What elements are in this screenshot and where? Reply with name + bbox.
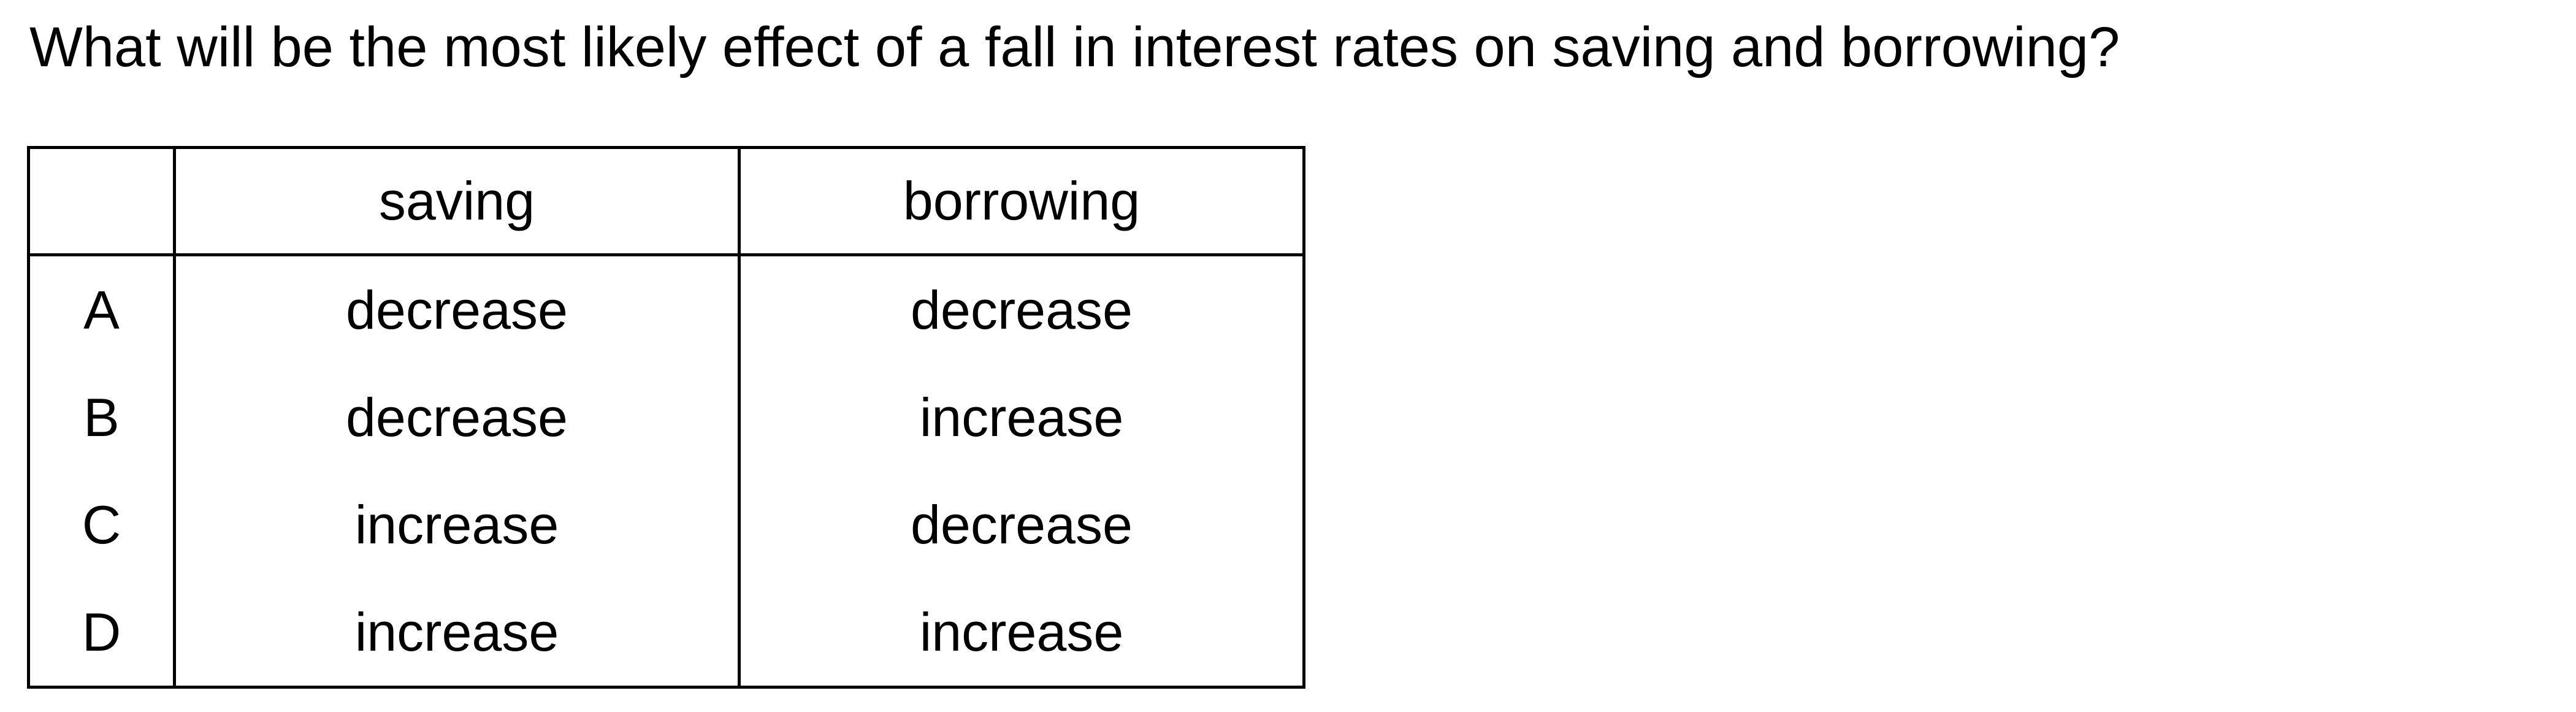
header-saving: saving — [173, 146, 741, 256]
option-row-d: D increase increase — [27, 578, 1305, 689]
option-key: C — [27, 471, 176, 578]
borrowing-cell: increase — [738, 578, 1305, 689]
option-key: B — [27, 364, 176, 471]
saving-cell: increase — [173, 578, 741, 689]
header-blank-cell — [27, 146, 176, 256]
saving-cell: decrease — [173, 253, 741, 364]
borrowing-cell: decrease — [738, 253, 1305, 364]
question-text: What will be the most likely effect of a… — [29, 16, 2120, 78]
option-row-b: B decrease increase — [27, 364, 1305, 471]
borrowing-cell: decrease — [738, 471, 1305, 578]
borrowing-cell: increase — [738, 364, 1305, 471]
option-row-c: C increase decrease — [27, 471, 1305, 578]
saving-cell: decrease — [173, 364, 741, 471]
option-key: D — [27, 578, 176, 689]
header-borrowing: borrowing — [738, 146, 1305, 256]
answer-options-table: saving borrowing A decrease decrease B d… — [27, 146, 1305, 689]
saving-cell: increase — [173, 471, 741, 578]
option-row-a: A decrease decrease — [27, 253, 1305, 364]
table-header-row: saving borrowing — [27, 146, 1305, 256]
option-key: A — [27, 253, 176, 364]
